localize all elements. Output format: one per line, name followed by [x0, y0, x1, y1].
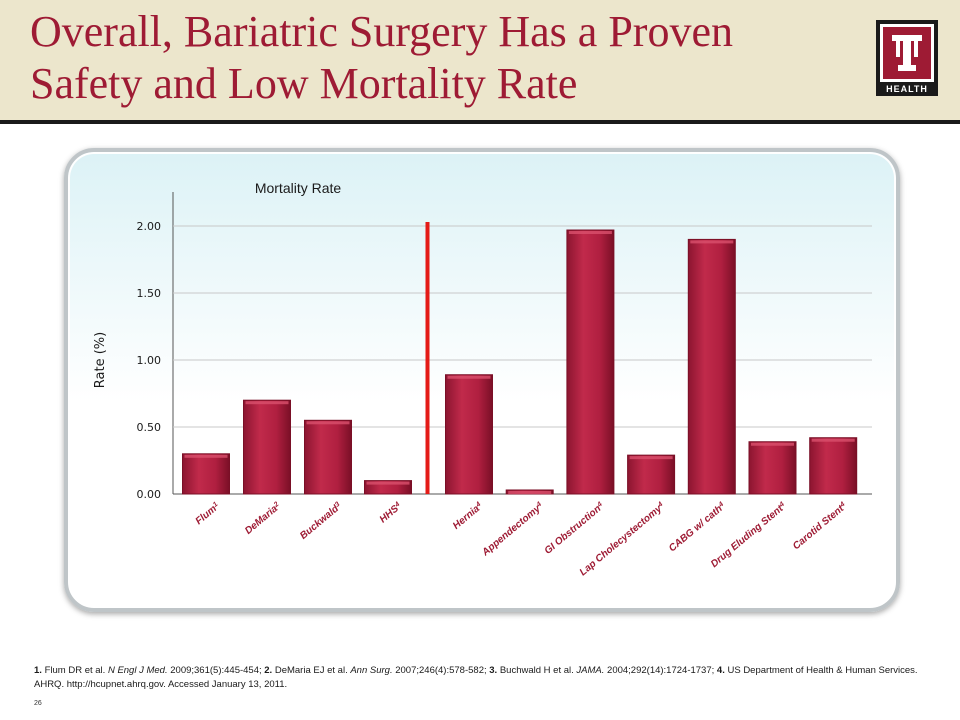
ref-3-journal: JAMA.	[576, 665, 605, 676]
ref-2-details: 2007;246(4):578-582;	[392, 665, 490, 676]
bar-highlight	[184, 454, 228, 458]
x-tick-label: CABG w/ cath4	[667, 500, 728, 554]
ref-2-journal: Ann Surg.	[350, 665, 393, 676]
page-number: 26	[34, 700, 42, 707]
slide-header: Overall, Bariatric Surgery Has a Proven …	[0, 0, 960, 120]
ref-1-details: 2009;361(5):445-454;	[167, 665, 265, 676]
mortality-chart: 0.00 0.50 1.00 1.50 2.00 Flum1 DeMaria2 Buckwal…	[93, 180, 872, 578]
iu-health-logo: HEALTH	[876, 20, 938, 96]
bar-buckwald	[304, 419, 352, 495]
bar-highlight	[306, 421, 350, 425]
ref-1-journal: N Engl J Med.	[107, 665, 168, 676]
bar-highlight	[690, 240, 734, 244]
ref-2-authors: DeMaria EJ et al.	[272, 665, 351, 676]
ref-3-number: 3.	[489, 665, 498, 676]
y-tick-label: 1.00	[137, 354, 162, 367]
x-tick-label: Appendectomy4	[479, 500, 546, 558]
bar-highlight	[447, 375, 491, 379]
chart-title: Mortality Rate	[255, 180, 342, 196]
slide-title: Overall, Bariatric Surgery Has a Proven …	[30, 7, 733, 108]
x-tick-label: HHS4	[377, 500, 404, 525]
ref-4-number: 4.	[716, 665, 725, 676]
bar-hernia	[445, 374, 493, 495]
bar-highlight	[508, 490, 552, 494]
header-rule	[0, 120, 960, 124]
x-tick-label: DeMaria2	[243, 500, 283, 536]
bar-highlight	[751, 442, 794, 446]
logo-text: HEALTH	[886, 84, 928, 94]
bar-gi-obstruction	[566, 229, 615, 495]
x-tick-label: Flum1	[193, 500, 222, 527]
ref-1-authors: Flum DR et al.	[41, 665, 108, 676]
trident-icon	[892, 35, 922, 71]
ref-2-number: 2.	[264, 665, 273, 676]
bar-highlight	[811, 438, 855, 442]
bar-highlight	[629, 456, 673, 460]
bar-lap-cholecystectomy	[627, 454, 676, 495]
y-tick-label: 0.00	[137, 488, 162, 501]
references-footnote: 1. Flum DR et al. N Engl J Med. 2009;361…	[34, 664, 934, 692]
y-tick-label: 0.50	[137, 421, 162, 434]
x-tick-label: Carotid Stent4	[791, 500, 850, 552]
bar-flum	[182, 453, 230, 495]
y-axis-label: Rate (%)	[93, 332, 108, 388]
ref-1-number: 1.	[34, 665, 42, 676]
bar-demaria	[243, 399, 291, 495]
x-tick-label: GI Obstruction4	[542, 500, 606, 556]
bar-cabg-w-cath	[687, 238, 736, 495]
bar-drug-eluding-stent	[748, 441, 797, 495]
ref-3-details: 2004;292(14):1724-1737;	[604, 665, 717, 676]
y-tick-label: 2.00	[137, 220, 162, 233]
x-tick-label: Hernia4	[451, 500, 485, 531]
ref-4-details: US Department of Health & Human Services…	[34, 665, 918, 690]
bar-carotid-stent	[809, 437, 858, 495]
y-tick-label: 1.50	[137, 287, 162, 300]
bar-highlight	[568, 231, 612, 235]
x-tick-label: Buckwald3	[298, 500, 344, 541]
bar-highlight	[366, 481, 410, 485]
bar-highlight	[245, 401, 289, 405]
ref-3-authors: Buchwald H et al.	[497, 665, 577, 676]
